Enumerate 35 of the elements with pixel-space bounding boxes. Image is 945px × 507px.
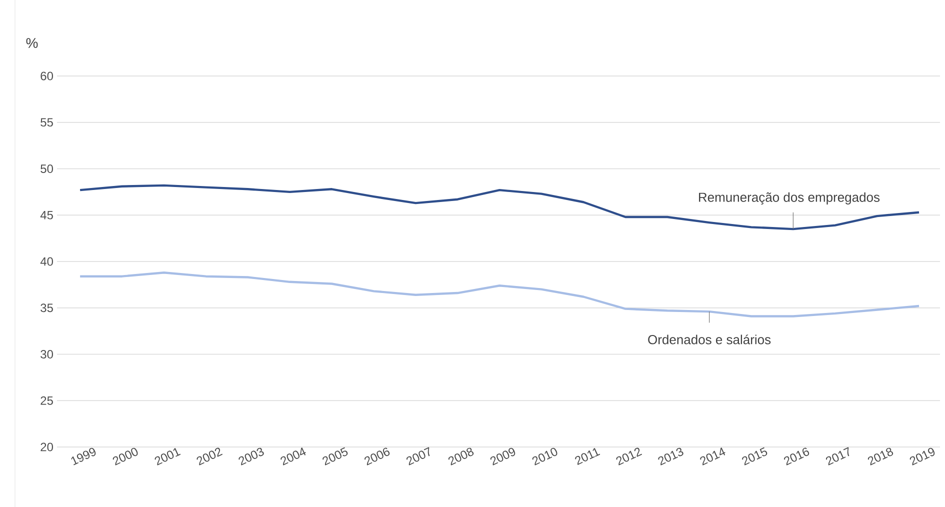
x-tick-label: 2014 [700,448,726,466]
series-label: Ordenados e salários [648,334,771,344]
series-label: Remuneração dos empregados [699,192,880,205]
y-tick-label: 45 [40,210,53,220]
y-tick-label: 55 [40,118,53,127]
x-tick-label: 2007 [406,447,430,466]
y-tick-label: 30 [40,350,54,358]
y-tick-label: 35 [40,304,53,312]
x-tick-label: 2001 [154,448,181,466]
x-tick-label: 2012 [616,448,642,466]
x-tick-label: 2006 [364,448,390,466]
x-tick-label: 2011 [575,448,600,465]
x-tick-label: 2010 [532,448,558,466]
x-tick-label: 1999 [71,448,96,466]
y-tick-label: 40 [40,257,54,266]
x-tick-label: 2005 [322,447,348,466]
x-tick-label: 2018 [868,448,894,466]
y-axis-title: % [26,38,38,48]
x-tick-label: 2019 [910,448,935,466]
x-tick-label: 2016 [784,448,810,466]
x-tick-label: 2017 [826,447,850,466]
y-tick-label: 50 [40,164,54,173]
y-tick-label: 20 [40,442,54,452]
x-tick-label: 2002 [196,448,223,466]
x-tick-label: 2004 [280,448,306,466]
y-tick-label: 25 [40,396,53,405]
line-series [78,184,920,230]
x-tick-label: 2008 [448,448,474,466]
line-series [78,272,920,318]
x-tick-label: 2000 [112,448,138,466]
x-tick-label: 2009 [490,448,516,466]
x-tick-label: 2015 [742,447,768,466]
x-tick-label: 2013 [658,448,684,466]
x-tick-label: 2003 [238,448,264,466]
y-tick-label: 60 [40,72,54,80]
